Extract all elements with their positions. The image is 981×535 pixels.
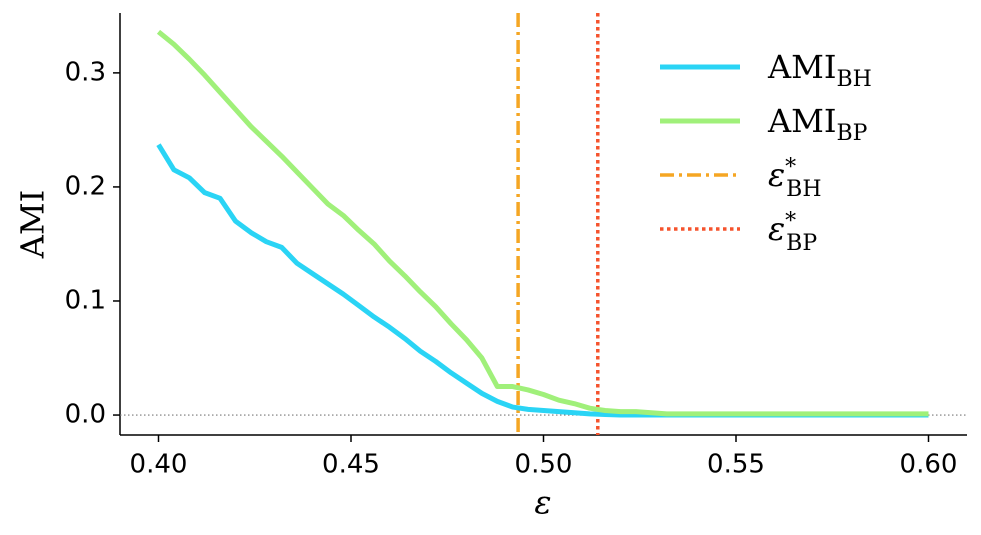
x-axis-label: ε <box>534 484 551 522</box>
y-tick-label: 0.2 <box>65 171 106 201</box>
y-tick-label: 0.0 <box>65 400 106 430</box>
x-tick-label: 0.45 <box>322 450 380 480</box>
x-tick-label: 0.60 <box>900 450 958 480</box>
y-tick-label: 0.1 <box>65 285 106 315</box>
legend-label: ε* BH <box>768 155 822 202</box>
x-tick-label: 0.40 <box>130 450 188 480</box>
data-line <box>156 29 929 417</box>
x-tick-label: 0.55 <box>707 450 765 480</box>
legend-label: AMIBH <box>767 48 872 92</box>
y-tick-label: 0.3 <box>65 57 106 87</box>
legend-label: ε* BP <box>768 209 817 256</box>
y-axis-label: AMI <box>14 190 52 260</box>
legend-label: AMIBP <box>767 102 868 146</box>
x-tick-label: 0.50 <box>515 450 573 480</box>
